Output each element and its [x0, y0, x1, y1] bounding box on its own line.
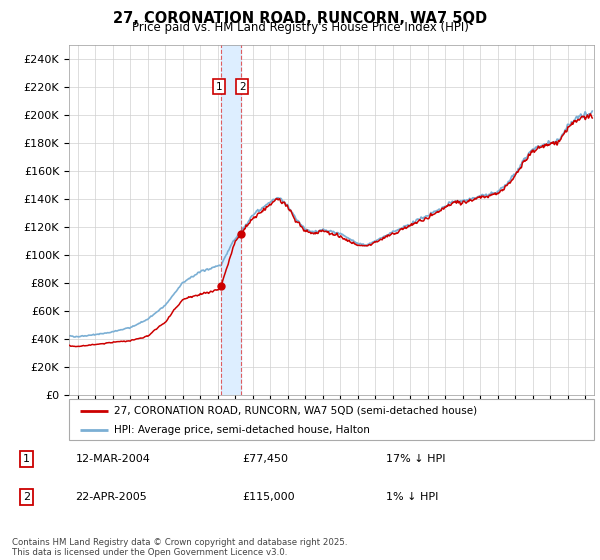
- Text: 27, CORONATION ROAD, RUNCORN, WA7 5QD (semi-detached house): 27, CORONATION ROAD, RUNCORN, WA7 5QD (s…: [113, 405, 477, 416]
- Text: Price paid vs. HM Land Registry's House Price Index (HPI): Price paid vs. HM Land Registry's House …: [131, 21, 469, 34]
- Text: 17% ↓ HPI: 17% ↓ HPI: [386, 454, 446, 464]
- Text: 22-APR-2005: 22-APR-2005: [76, 492, 147, 502]
- Text: 2: 2: [23, 492, 30, 502]
- Text: HPI: Average price, semi-detached house, Halton: HPI: Average price, semi-detached house,…: [113, 424, 370, 435]
- Text: 2: 2: [239, 82, 245, 92]
- Text: 1: 1: [23, 454, 30, 464]
- Text: 12-MAR-2004: 12-MAR-2004: [76, 454, 150, 464]
- Text: 1% ↓ HPI: 1% ↓ HPI: [386, 492, 439, 502]
- Text: £77,450: £77,450: [242, 454, 289, 464]
- FancyBboxPatch shape: [69, 399, 594, 440]
- Text: 1: 1: [216, 82, 223, 92]
- Text: £115,000: £115,000: [242, 492, 295, 502]
- Bar: [221, 45, 241, 395]
- Text: Contains HM Land Registry data © Crown copyright and database right 2025.
This d: Contains HM Land Registry data © Crown c…: [12, 538, 347, 557]
- Text: 27, CORONATION ROAD, RUNCORN, WA7 5QD: 27, CORONATION ROAD, RUNCORN, WA7 5QD: [113, 11, 487, 26]
